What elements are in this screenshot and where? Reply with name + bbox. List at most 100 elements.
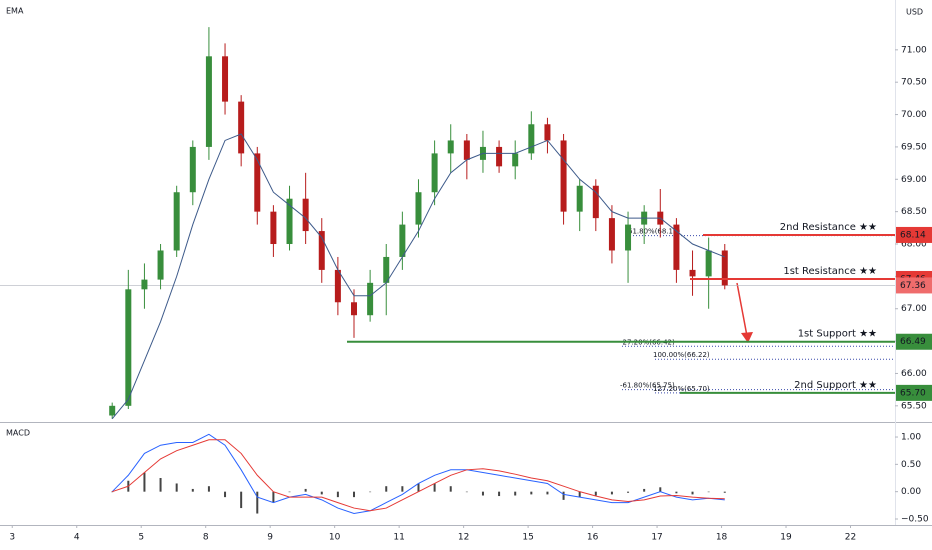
y-tick-label: 65.50 <box>901 401 927 411</box>
candle-body <box>721 250 728 286</box>
x-tick-label: 15 <box>522 533 533 543</box>
macd-histogram-bar <box>691 491 694 495</box>
macd-histogram-bar <box>643 488 646 492</box>
x-tick-label: 16 <box>587 533 599 543</box>
candle-body <box>463 140 470 160</box>
y-tick-label: 67.00 <box>901 304 927 314</box>
level-tag <box>896 226 932 243</box>
candle-body <box>173 192 180 251</box>
candle-body <box>431 153 438 193</box>
macd-histogram-bar <box>353 491 356 498</box>
x-tick-label: 12 <box>458 533 469 543</box>
x-tick-label: 9 <box>267 533 273 543</box>
level-tag-label: 68.14 <box>900 230 926 240</box>
last-price-label: 67.36 <box>900 281 926 291</box>
candle-body <box>367 282 374 316</box>
y-tick-label: 66.00 <box>901 369 927 379</box>
macd-histogram-bar <box>191 488 194 492</box>
candle-body <box>592 185 599 219</box>
macd-histogram-bar <box>723 491 726 493</box>
currency: USD <box>906 8 923 17</box>
last-price-tag <box>896 277 932 294</box>
macd-histogram-bar <box>143 472 146 492</box>
macd-histogram-bar <box>562 491 565 500</box>
x-tick-label: 22 <box>845 533 856 543</box>
macd-histogram-bar <box>336 491 339 498</box>
candle-body <box>399 224 406 257</box>
fib-label: 100.00%(66.22) <box>653 351 710 359</box>
level-tag-label: 65.70 <box>900 388 926 398</box>
fib-label: 61.80%(68.13) <box>628 228 680 236</box>
y-tick-label: 68.00 <box>901 240 927 250</box>
macd-histogram-bar <box>175 483 178 492</box>
y-tick-label: 68.50 <box>901 207 927 217</box>
x-tick-label: 18 <box>716 533 728 543</box>
macd-tick-label: 0.50 <box>901 460 921 470</box>
candle-body <box>689 269 696 277</box>
candle-body <box>189 146 196 193</box>
candle-body <box>544 124 551 141</box>
x-tick-label: 10 <box>329 533 341 543</box>
macd-histogram-bar <box>256 491 259 514</box>
macd-histogram-bar <box>207 486 210 492</box>
candle-body <box>318 231 325 270</box>
macd-histogram-bar <box>111 491 114 493</box>
candle-body <box>383 256 390 283</box>
candle-body <box>351 302 358 316</box>
arrow-head <box>741 332 753 343</box>
y-tick-label: 69.00 <box>901 175 927 185</box>
macd-histogram-bar <box>272 491 275 503</box>
candle-body <box>415 192 422 225</box>
level-tag <box>896 333 932 350</box>
y-tick-label: 70.00 <box>901 110 927 120</box>
level-label: 1st Support ★★ <box>798 329 877 340</box>
x-tick-label: 3 <box>9 533 15 543</box>
candle-body <box>125 289 132 406</box>
macd-histogram-bar <box>481 491 484 496</box>
macd-tick-label: 0.00 <box>901 487 921 497</box>
candle-body <box>222 56 229 102</box>
indicator-label: EMA <box>6 7 24 16</box>
macd-histogram-bar <box>707 491 710 493</box>
candle-body <box>705 250 712 277</box>
macd-histogram-bar <box>433 483 436 492</box>
macd-histogram-bar <box>417 483 420 492</box>
macd-histogram-bar <box>288 491 291 493</box>
macd-histogram-bar <box>659 487 662 492</box>
macd-line <box>112 439 725 512</box>
level-tag <box>896 384 932 401</box>
candle-body <box>496 146 503 167</box>
candle-body <box>141 279 148 290</box>
x-tick-label: 17 <box>651 533 662 543</box>
macd-histogram-bar <box>449 486 452 492</box>
macd-histogram-bar <box>594 491 597 496</box>
macd-histogram-bar <box>304 488 307 492</box>
x-tick-label: 5 <box>138 533 144 543</box>
level-label: 2nd Resistance ★★ <box>780 222 877 233</box>
level-label: 2nd Support ★★ <box>794 380 877 391</box>
x-tick-label: 19 <box>780 533 792 543</box>
candle-body <box>109 405 116 416</box>
candle-body <box>286 198 293 245</box>
x-tick-label: 11 <box>393 533 404 543</box>
macd-histogram-bar <box>498 491 501 497</box>
macd-label: MACD <box>6 429 30 438</box>
macd-histogram-bar <box>385 486 388 492</box>
macd-histogram-bar <box>627 491 630 493</box>
y-tick-label: 70.50 <box>901 78 927 88</box>
macd-histogram-bar <box>320 491 323 495</box>
x-tick-label: 8 <box>203 533 209 543</box>
x-tick-label: 4 <box>74 533 80 543</box>
candle-body <box>270 211 277 245</box>
macd-histogram-bar <box>240 491 243 509</box>
level-label: 1st Resistance ★★ <box>783 266 877 277</box>
macd-histogram-bar <box>465 491 468 493</box>
ema-line <box>111 133 725 420</box>
candle-body <box>157 250 164 280</box>
candle-body <box>576 185 583 212</box>
arrow <box>736 282 748 337</box>
macd-histogram-bar <box>610 491 613 495</box>
y-tick-label: 71.00 <box>901 45 927 55</box>
